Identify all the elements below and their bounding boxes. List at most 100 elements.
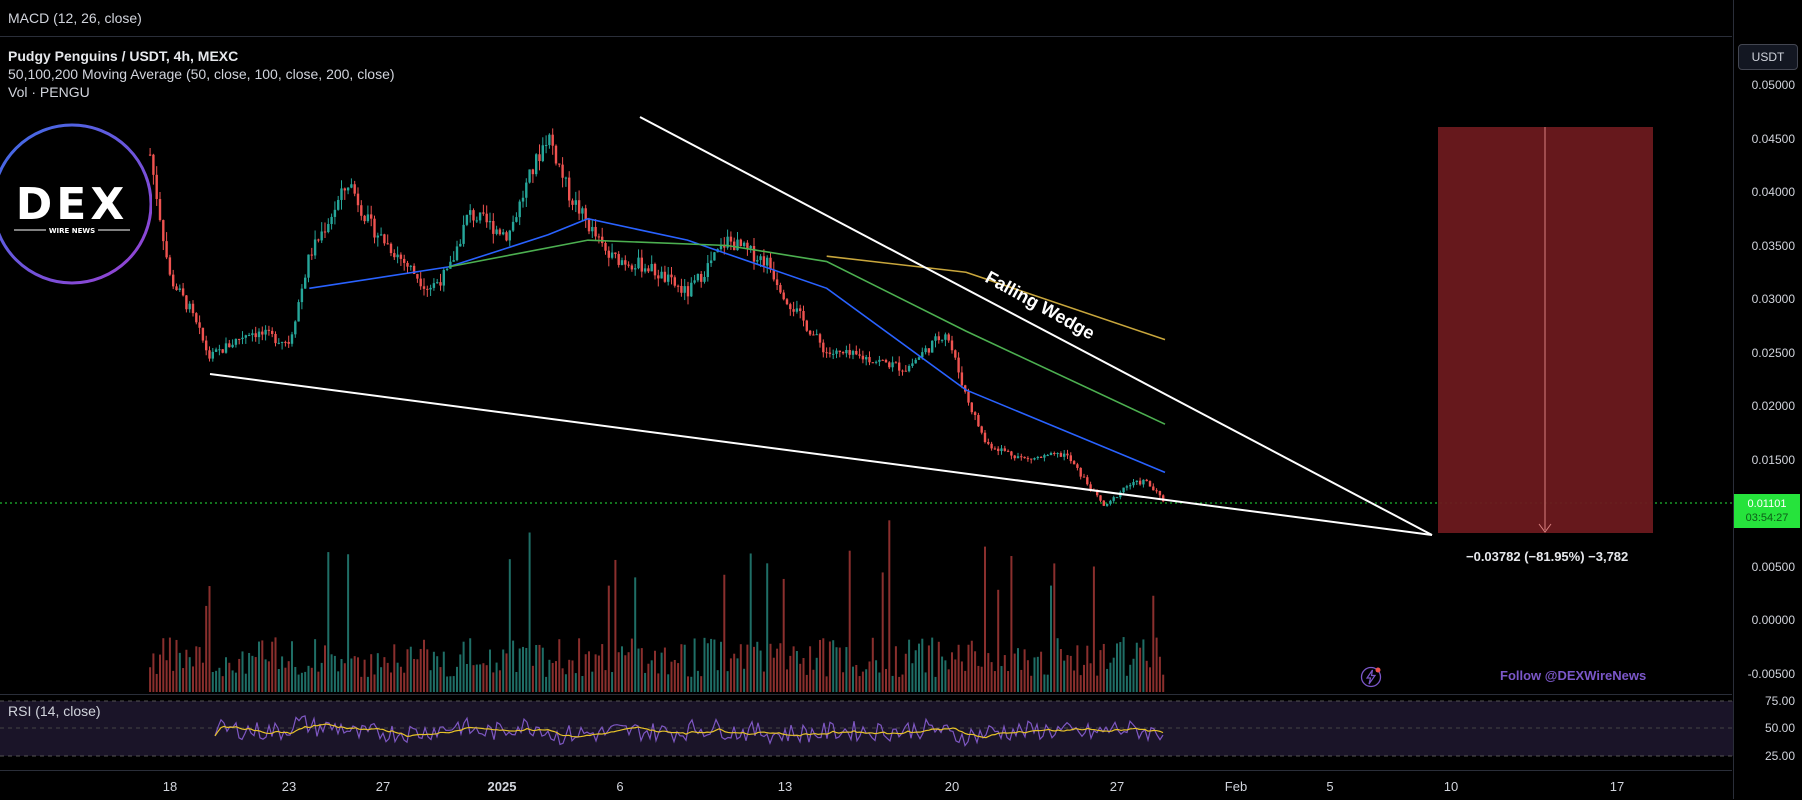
ma-legend[interactable]: 50,100,200 Moving Average (50, close, 10… [8, 66, 395, 82]
candle-body [376, 235, 379, 238]
candle-body [426, 288, 429, 290]
wedge-lower-line [209, 373, 1433, 536]
candle-body [898, 362, 901, 371]
volume-bar [403, 672, 406, 692]
price-axis[interactable]: 0.05000 0.04500 0.04000 0.03500 0.03000 0.025… [1733, 0, 1802, 799]
volume-bar [1007, 671, 1010, 692]
candle-body [937, 336, 940, 341]
volume-bar [502, 649, 505, 692]
volume-bar [861, 671, 864, 692]
volume-bar [215, 670, 218, 692]
currency-button[interactable]: USDT [1738, 44, 1798, 70]
candle-body [683, 286, 686, 293]
candle-body [881, 359, 884, 361]
candle-body [1059, 453, 1063, 457]
candle-body [762, 256, 766, 266]
volume-bar [238, 658, 241, 692]
volume-bar [654, 650, 656, 692]
volume-bar [366, 676, 369, 692]
volume-bar [931, 637, 934, 692]
candle-body [172, 274, 175, 287]
candle-body [587, 219, 591, 232]
lightning-icon[interactable] [1360, 666, 1382, 688]
volume-bar [1040, 651, 1043, 692]
candle-body [907, 365, 911, 372]
symbol-title[interactable]: Pudgy Penguins / USDT, 4h, MEXC [8, 48, 239, 64]
volume-bar [475, 664, 478, 692]
candle-body [485, 213, 488, 223]
volume-bar [1083, 664, 1085, 692]
candle-body [667, 274, 670, 282]
candle-body [214, 349, 218, 352]
candle-body [878, 359, 881, 362]
volume-bar [396, 662, 399, 692]
candle-body [201, 327, 205, 341]
candle-body [911, 363, 914, 366]
volume-bar [690, 676, 693, 692]
volume-bar [314, 639, 317, 692]
candle-body [657, 275, 660, 279]
volume-bar [1020, 669, 1023, 692]
candle-body [601, 236, 604, 244]
time-tick: 17 [1609, 779, 1625, 794]
volume-bar [700, 676, 703, 692]
candle-body [548, 134, 551, 146]
candle-body [660, 271, 663, 279]
volume-bar [482, 663, 485, 692]
volume-bar [733, 653, 736, 692]
candle-body [1158, 491, 1162, 496]
time-tick: Feb [1224, 779, 1248, 794]
volume-bar [894, 646, 897, 692]
candle-body [551, 134, 554, 146]
volume-bar [845, 647, 848, 692]
candle-body [957, 357, 960, 373]
vol-legend[interactable]: Vol · PENGU [8, 84, 90, 100]
volume-bar [172, 670, 175, 692]
volume-bar [373, 674, 376, 692]
candle-body [284, 341, 287, 343]
candle-body [1010, 451, 1013, 456]
volume-bar [650, 660, 653, 692]
candle-body [901, 370, 904, 372]
volume-bar [868, 661, 871, 692]
volume-bar [799, 663, 802, 692]
volume-bar [492, 672, 495, 692]
volume-bar [713, 639, 716, 692]
candle-body [455, 246, 459, 261]
macd-title[interactable]: MACD (12, 26, close) [8, 10, 142, 26]
volume-bar [663, 647, 666, 692]
dex-logo: DEX WIRE NEWS [0, 123, 152, 285]
candle-body [752, 245, 756, 262]
candle-body [218, 349, 221, 351]
candle-body [828, 352, 832, 354]
candle-body [676, 285, 680, 287]
price-tick: 0.04500 [1751, 131, 1795, 146]
volume-bar [687, 676, 689, 692]
candle-body [290, 334, 294, 344]
volume-bar [1158, 656, 1161, 692]
candle-body [406, 262, 409, 267]
candle-body [1036, 456, 1039, 459]
volume-bar [472, 665, 475, 692]
candle-body [191, 303, 195, 314]
volume-bar [327, 552, 330, 692]
volume-bar [300, 672, 303, 692]
volume-bar [337, 671, 340, 692]
rsi-title[interactable]: RSI (14, close) [8, 703, 101, 719]
price-chart[interactable]: Falling Wedge [0, 0, 1733, 799]
candle-body [624, 260, 627, 265]
candle-body [851, 351, 855, 355]
candle-body [805, 320, 808, 331]
candle-body [508, 230, 511, 241]
volume-bar [960, 661, 963, 692]
volume-bar [221, 676, 224, 692]
candle-body [967, 391, 970, 403]
candle-body [713, 252, 716, 261]
candle-body [1105, 503, 1109, 506]
candle-body [492, 221, 495, 234]
measure-label: −0.03782 (−81.95%) −3,782 [1466, 549, 1629, 564]
rsi-tick: 75.00 [1764, 694, 1795, 708]
candle-body [1102, 500, 1105, 506]
time-axis[interactable]: 18 23 27 2025 6 13 20 27 Feb 5 10 17 [0, 770, 1732, 800]
volume-bar [182, 668, 185, 692]
